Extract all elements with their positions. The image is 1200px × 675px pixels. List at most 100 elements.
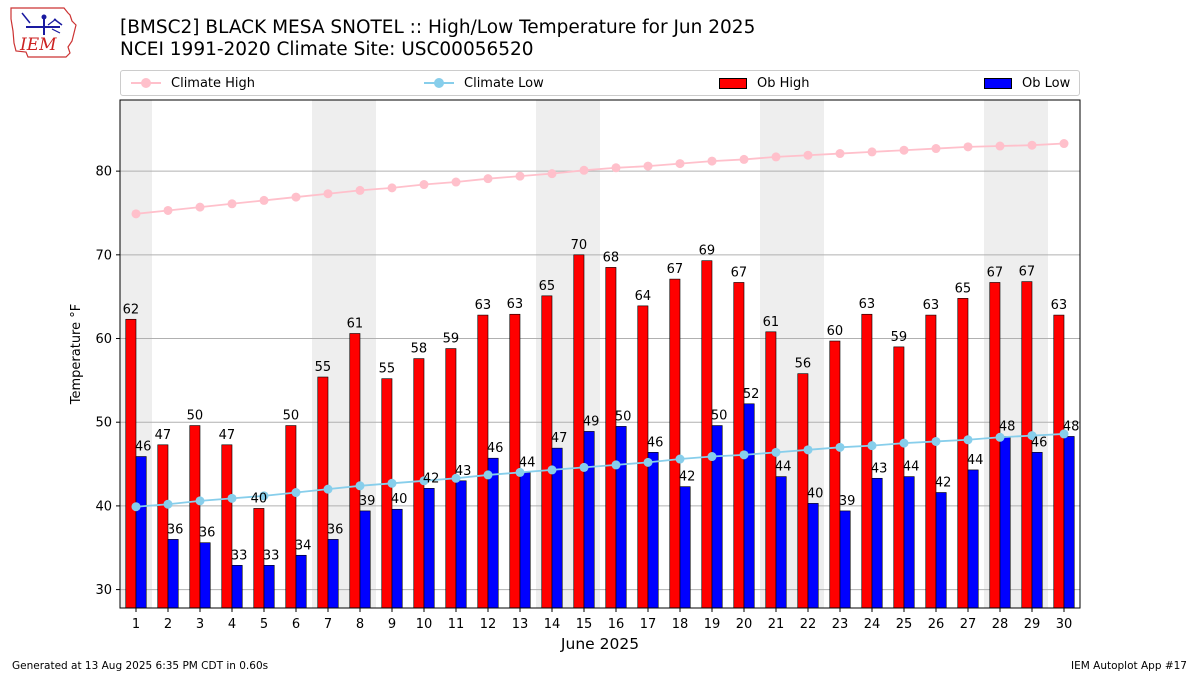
- ob-high-label: 47: [219, 428, 236, 443]
- legend-label: Climate High: [171, 75, 256, 91]
- ob-low-label: 43: [871, 461, 888, 476]
- ob-high-bar: [221, 444, 233, 609]
- climate-low-point: [1059, 429, 1069, 439]
- y-tick-label: 70: [95, 248, 112, 263]
- climate-high-point: [323, 189, 333, 199]
- climate-low-point: [739, 450, 749, 460]
- iem-logo: IEM: [8, 5, 80, 59]
- climate-low-point: [515, 467, 525, 477]
- x-tick-label: 29: [1024, 617, 1041, 632]
- ob-low-label: 36: [199, 526, 216, 541]
- ob-low-label: 43: [455, 464, 472, 479]
- legend-item-climate-high: Climate High: [131, 71, 255, 95]
- x-tick-label: 16: [608, 617, 625, 632]
- ob-high-label: 62: [123, 302, 140, 317]
- x-tick-label: 19: [704, 617, 721, 632]
- ob-high-label: 70: [571, 238, 588, 253]
- ob-high-label: 65: [539, 279, 556, 294]
- x-axis-label: June 2025: [560, 635, 639, 653]
- x-tick-label: 20: [736, 617, 753, 632]
- climate-high-point: [963, 142, 973, 152]
- y-tick-label: 40: [95, 499, 112, 514]
- y-tick-label: 50: [95, 416, 112, 431]
- ob-high-bar: [573, 254, 585, 609]
- ob-low-label: 48: [999, 419, 1016, 434]
- climate-low-point: [579, 462, 589, 472]
- x-tick-label: 21: [768, 617, 785, 632]
- ob-low-bar: [903, 476, 915, 609]
- climate-low-point: [323, 484, 333, 494]
- ob-low-bar: [199, 542, 211, 609]
- x-tick-label: 30: [1056, 617, 1073, 632]
- x-tick-label: 26: [928, 617, 945, 632]
- climate-low-point: [227, 493, 237, 503]
- climate-high-point: [579, 165, 589, 175]
- legend-swatch-climate-low: [424, 78, 454, 88]
- climate-high-point: [291, 192, 301, 202]
- ob-high-bar: [701, 260, 713, 609]
- x-tick-label: 7: [324, 617, 332, 632]
- ob-high-label: 63: [923, 298, 940, 313]
- plot-frame: [119, 99, 1081, 609]
- chart-subtitle: NCEI 1991-2020 Climate Site: USC00056520: [120, 39, 534, 60]
- ob-low-label: 46: [647, 435, 664, 450]
- ob-high-bar: [733, 282, 745, 609]
- ob-high-label: 60: [827, 324, 844, 339]
- x-tick-label: 27: [960, 617, 977, 632]
- climate-high-point: [131, 209, 141, 219]
- climate-high-point: [835, 149, 845, 159]
- ob-low-bar: [775, 476, 787, 609]
- climate-high-point: [899, 145, 909, 155]
- climate-low-point: [899, 438, 909, 448]
- ob-low-bar: [807, 503, 819, 609]
- ob-high-bar: [349, 333, 361, 609]
- legend-label: Ob Low: [1022, 75, 1071, 91]
- x-tick-label: 15: [576, 617, 593, 632]
- ob-low-bar: [871, 477, 883, 609]
- climate-low-point: [707, 452, 717, 462]
- ob-high-label: 68: [603, 250, 620, 265]
- ob-high-label: 65: [955, 281, 972, 296]
- climate-high-point: [419, 180, 429, 190]
- ob-low-label: 33: [231, 548, 248, 563]
- x-tick-label: 12: [480, 617, 497, 632]
- legend-label: Ob High: [757, 75, 810, 91]
- ob-high-label: 58: [411, 342, 428, 357]
- ob-low-label: 46: [1031, 435, 1048, 450]
- ob-low-label: 47: [551, 431, 568, 446]
- climate-low-point: [355, 481, 365, 491]
- climate-high-point: [483, 174, 493, 184]
- ob-low-bar: [423, 488, 435, 609]
- climate-low-point: [387, 478, 397, 488]
- climate-low-point: [835, 442, 845, 452]
- ob-high-bar: [541, 295, 553, 609]
- climate-low-point: [611, 460, 621, 470]
- x-tick-label: 13: [512, 617, 529, 632]
- climate-high-point: [515, 171, 525, 181]
- ob-high-label: 64: [635, 289, 652, 304]
- climate-low-point: [803, 445, 813, 455]
- legend: Climate High Climate Low Ob High Ob Low: [120, 70, 1080, 96]
- ob-low-label: 33: [263, 548, 280, 563]
- climate-low-point: [995, 432, 1005, 442]
- legend-item-ob-low: Ob Low: [984, 71, 1070, 95]
- climate-low-point: [771, 447, 781, 457]
- climate-high-point: [867, 147, 877, 157]
- ob-low-bar: [935, 492, 947, 609]
- ob-low-bar: [359, 510, 371, 609]
- ob-low-bar: [391, 508, 403, 609]
- ob-low-label: 46: [487, 441, 504, 456]
- ob-high-label: 67: [987, 265, 1004, 280]
- x-tick-label: 14: [544, 617, 561, 632]
- climate-low-point: [163, 499, 173, 509]
- x-tick-label: 3: [196, 617, 204, 632]
- x-tick-label: 4: [228, 617, 236, 632]
- x-tick-label: 2: [164, 617, 172, 632]
- ob-low-label: 44: [775, 460, 792, 475]
- ob-low-bar: [519, 472, 531, 609]
- x-tick-label: 6: [292, 617, 300, 632]
- y-tick-label: 60: [95, 332, 112, 347]
- ob-high-label: 40: [251, 491, 268, 506]
- ob-low-bar: [263, 565, 275, 609]
- y-tick-label: 30: [95, 583, 112, 598]
